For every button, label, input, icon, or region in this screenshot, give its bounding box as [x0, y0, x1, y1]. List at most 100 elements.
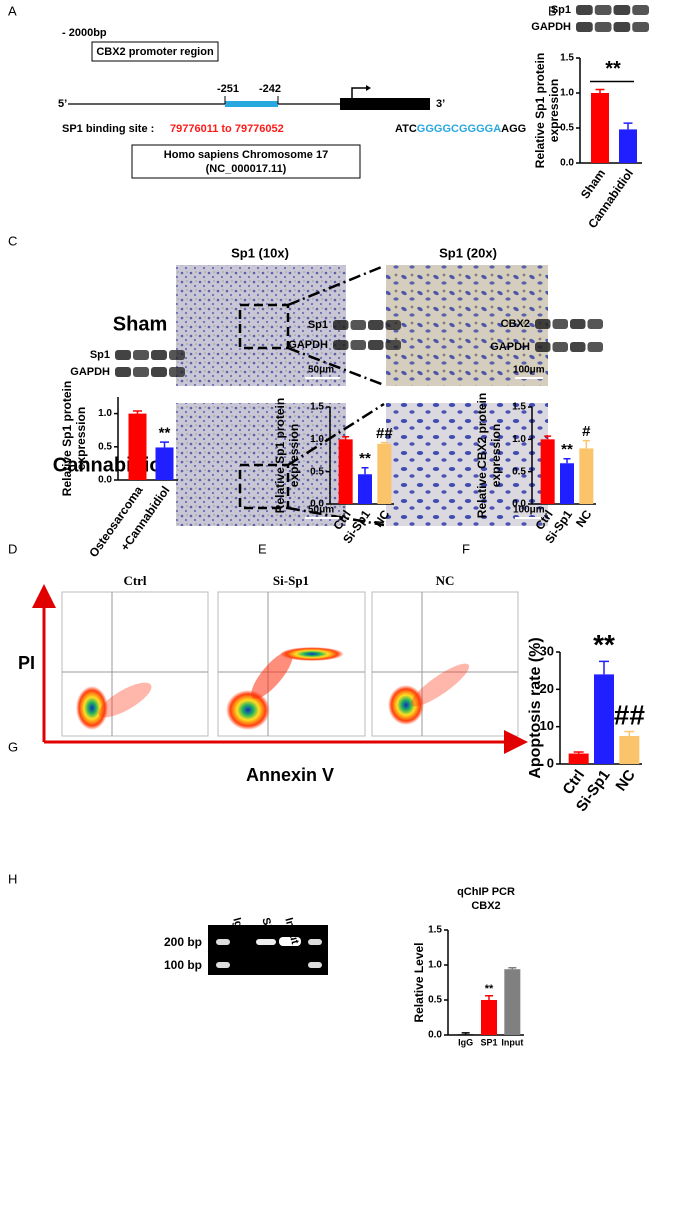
- y-axis-label: Relative Level: [412, 942, 426, 1022]
- y-tick-label: 0.5: [560, 123, 574, 134]
- y-tick-label: 0.5: [98, 441, 112, 452]
- blot-label: GAPDH: [531, 21, 571, 33]
- axis-label: PI: [18, 653, 35, 673]
- blot-band: [385, 320, 401, 330]
- blot-label: GAPDH: [288, 339, 328, 351]
- gel-bands: [216, 937, 322, 968]
- chrom-label: Homo sapiens Chromosome 17: [164, 149, 328, 161]
- lane-label: SP1: [259, 916, 276, 939]
- flow-plot: [217, 591, 366, 737]
- y-tick-label: 0.5: [428, 995, 442, 1006]
- panel-letter: C: [8, 233, 17, 248]
- blot-band: [368, 340, 384, 350]
- plot-title: NC: [436, 573, 455, 588]
- micrograph: [386, 403, 548, 526]
- significance: **: [605, 58, 621, 80]
- blot-band: [115, 350, 131, 360]
- blot-band: [632, 22, 649, 32]
- position-label: -251: [217, 83, 239, 95]
- scale-label: 50μm: [308, 365, 334, 376]
- bar: [560, 463, 574, 504]
- y-tick-label: 10: [540, 718, 554, 733]
- significance: ##: [614, 699, 646, 730]
- sequence: ATCGGGGCGGGGAAGG: [395, 123, 526, 135]
- error-bar: [133, 410, 142, 414]
- y-axis-label: expression: [489, 424, 503, 487]
- significance: ##: [376, 425, 393, 442]
- site-range: 79776011 to 79776052: [170, 123, 284, 135]
- bar: [358, 474, 372, 504]
- y-tick-label: 1.0: [512, 434, 526, 445]
- column-header: Sp1 (10x): [231, 245, 289, 260]
- bar: [504, 969, 521, 1035]
- zoom-box: [238, 303, 290, 510]
- y-tick-label: 1.5: [428, 925, 442, 936]
- y-axis-label: Apoptosis rate (%): [527, 637, 544, 778]
- bar: [540, 439, 555, 504]
- y-tick-label: 1.0: [560, 88, 574, 99]
- significance: **: [485, 983, 494, 995]
- significance: #: [582, 423, 591, 440]
- blot-label: Sp1: [90, 349, 110, 361]
- bar: [579, 448, 594, 504]
- error-bar: [563, 457, 571, 464]
- error-bar: [599, 660, 609, 675]
- y-axis-label: Relative Sp1 protein: [533, 53, 547, 168]
- column-header: Sp1 (20x): [439, 245, 497, 260]
- bar: [338, 439, 353, 504]
- error-bar: [508, 967, 517, 970]
- x-tick-label: IgG: [458, 1037, 473, 1047]
- sequence-flank: AGG: [501, 123, 526, 135]
- y-tick-label: 0.0: [98, 475, 112, 486]
- error-bar: [380, 441, 388, 444]
- error-bar: [160, 441, 169, 448]
- y-axis-label: Relative Sp1 protein: [60, 381, 74, 496]
- y-tick-label: 0.5: [512, 466, 526, 477]
- blot-band: [385, 340, 401, 350]
- y-tick-label: 1.0: [98, 408, 112, 419]
- error-bar: [573, 751, 584, 754]
- lane-label: IgG: [230, 916, 246, 937]
- x-tick-label: SP1: [480, 1037, 497, 1047]
- blot-band: [576, 5, 593, 15]
- gene-box: [340, 98, 430, 110]
- x-tick-label: Input: [501, 1037, 523, 1047]
- error-bar: [582, 439, 590, 449]
- y-axis-label: expression: [547, 79, 561, 142]
- significance: **: [159, 424, 171, 441]
- error-bar: [544, 435, 552, 440]
- y-tick-label: 0: [547, 755, 554, 770]
- blot-band: [133, 367, 149, 377]
- bar: [594, 674, 614, 764]
- blot-label: Sp1: [308, 319, 328, 331]
- blot-band: [151, 367, 167, 377]
- significance: **: [593, 629, 615, 660]
- blot-band: [594, 22, 612, 32]
- x-tick-label: NC: [613, 767, 639, 795]
- panel-letter: F: [462, 541, 470, 556]
- zoom-lines: [287, 264, 385, 527]
- error-bar: [623, 122, 633, 130]
- y-tick-label: 0.0: [512, 499, 526, 510]
- blot-band: [613, 5, 631, 15]
- y-tick-label: 20: [540, 681, 554, 696]
- scale-label: 100μm: [513, 365, 545, 376]
- y-tick-label: 1.5: [560, 53, 574, 64]
- y-tick-label: 1.5: [310, 402, 324, 413]
- chart-title: CBX2: [471, 900, 500, 912]
- scale-bars: [305, 377, 543, 519]
- bar: [568, 753, 589, 764]
- marker-label: 200 bp: [164, 935, 202, 949]
- error-bar: [595, 88, 605, 93]
- blot-band: [576, 22, 593, 32]
- blot-label: Sp1: [551, 4, 571, 16]
- plot-title: Si-Sp1: [273, 573, 309, 588]
- bar: [377, 443, 392, 504]
- blot-band: [632, 5, 649, 15]
- blot-label: CBX2: [501, 318, 530, 330]
- bar: [619, 129, 637, 163]
- scale-label: 100μm: [513, 505, 545, 516]
- y-tick-label: 0.5: [310, 466, 324, 477]
- y-axis-label: Relative Sp1 protein: [273, 398, 287, 513]
- error-bar: [361, 467, 369, 475]
